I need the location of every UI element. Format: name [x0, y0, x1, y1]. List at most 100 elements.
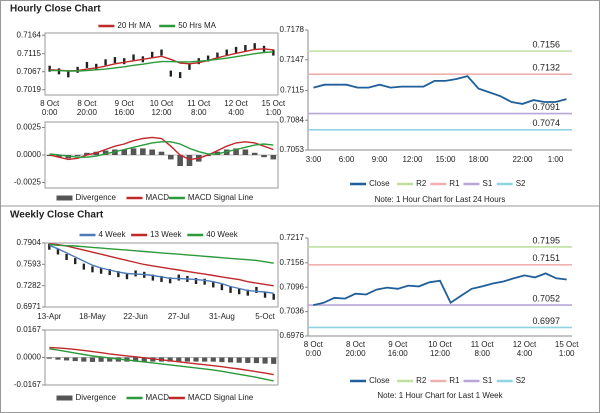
x-tick-label: 15 Oct 1:00: [262, 99, 286, 117]
divergence-bar: [140, 148, 146, 155]
divergence-bar: [55, 357, 61, 360]
legend-label: MACD Signal Line: [188, 193, 254, 202]
price-mark: [253, 43, 256, 50]
series-line: [49, 243, 274, 264]
x-tick-label-line: 9 Oct: [115, 99, 135, 108]
price-mark: [229, 286, 232, 293]
divergence-bar: [270, 155, 277, 160]
price-mark: [272, 49, 275, 56]
legend-label: MACD: [146, 393, 170, 402]
legend-label: 4 Week: [99, 230, 127, 239]
y-tick-label: 0.0000: [17, 150, 42, 159]
price-mark: [48, 243, 51, 250]
series-line: [49, 348, 274, 382]
divergence-bar: [141, 357, 147, 362]
x-tick-label-line: 0:00: [42, 108, 58, 117]
price-mark: [177, 274, 180, 281]
legend-swatch: [56, 395, 73, 401]
x-tick-label: 15:00: [435, 155, 456, 164]
price-mark: [48, 65, 51, 72]
series-line: [49, 243, 274, 287]
level-label: 0.7052: [532, 293, 560, 303]
x-tick-label-line: 1:00: [266, 108, 282, 117]
x-tick-label: 12 Oct 4:00: [224, 99, 248, 117]
series-line: [49, 141, 274, 158]
level-label: 0.6997: [532, 316, 560, 326]
divergence-bar: [262, 357, 268, 364]
y-tick-label: 0.7096: [280, 282, 305, 291]
y-tick-label: 0.7217: [280, 233, 305, 242]
price-mark: [65, 253, 68, 260]
level-label: 0.7091: [532, 102, 560, 112]
chart-note: Note: 1 Hour Chart for Last 1 Week: [377, 391, 503, 400]
x-tick-label-line: 12:00: [430, 349, 451, 358]
divergence-bar: [236, 357, 242, 363]
chart-note: Note: 1 Hour Chart for Last 24 Hours: [375, 195, 506, 204]
y-tick-label: 0.7147: [280, 55, 305, 64]
price-mark: [85, 61, 89, 68]
legend-label: R2: [416, 376, 427, 385]
price-mark: [263, 291, 267, 298]
price-mark: [178, 72, 182, 79]
divergence-bar: [84, 152, 90, 155]
x-tick-label-line: 8 Oct: [346, 340, 366, 349]
divergence-bar: [72, 357, 78, 362]
legend-label: R2: [416, 179, 427, 188]
level-label: 0.7132: [532, 63, 560, 73]
x-tick-label-line: 16:00: [114, 108, 135, 117]
x-tick-label: 18:00: [468, 155, 489, 164]
price-mark: [212, 281, 215, 288]
price-mark: [160, 275, 163, 282]
divergence-bar: [271, 357, 277, 364]
price-mark: [272, 293, 275, 300]
divergence-bar: [261, 155, 267, 158]
x-tick-label: 10 Oct 12:00: [150, 99, 174, 117]
divergence-bar: [150, 357, 156, 362]
price-mark: [237, 288, 241, 295]
level-label: 0.7074: [532, 118, 560, 128]
divergence-bar: [168, 155, 174, 160]
y-tick-label: 0.0025: [17, 123, 42, 132]
x-tick-label-line: 8 Oct: [77, 99, 97, 108]
legend-label: Divergence: [76, 393, 117, 402]
x-tick-label: 13-Apr: [37, 312, 61, 321]
legend-label: MACD: [146, 193, 170, 202]
price-mark: [104, 59, 107, 66]
x-tick-label-line: 20:00: [346, 349, 367, 358]
price-mark: [188, 63, 191, 70]
x-tick-label: 3:00: [306, 155, 322, 164]
price-mark: [74, 258, 77, 265]
x-tick-label-line: 12:00: [151, 108, 172, 117]
legend-label: 50 Hrs MA: [178, 21, 216, 30]
x-tick-label-line: 15 Oct: [262, 99, 286, 108]
y-tick-label: 0.7904: [17, 238, 42, 247]
x-tick-label-line: 8:00: [474, 349, 490, 358]
price-mark: [194, 278, 198, 285]
y-tick-label: 0.7178: [280, 25, 305, 34]
price-mark: [57, 68, 61, 75]
divergence-bar: [63, 357, 70, 361]
series-line: [49, 51, 274, 72]
plot-frame: [44, 242, 279, 308]
x-tick-label-line: 9 Oct: [388, 340, 408, 349]
x-tick-label-line: 12 Oct: [224, 99, 248, 108]
divergence-bar: [158, 151, 165, 155]
divergence-bar: [89, 357, 96, 362]
x-tick-label: 10 Oct 12:00: [428, 340, 452, 358]
price-mark: [203, 278, 206, 285]
legend-label: Close: [369, 179, 390, 188]
y-tick-label: 0.7084: [280, 115, 305, 124]
y-tick-label: 0.7164: [17, 30, 42, 39]
x-tick-label-line: 8 Oct: [304, 340, 324, 349]
divergence-bar: [98, 357, 104, 362]
price-mark: [234, 46, 238, 53]
x-tick-label: 22:00: [512, 155, 533, 164]
level-label: 0.7195: [532, 235, 560, 245]
price-mark: [169, 70, 173, 77]
legend-label: S2: [516, 376, 526, 385]
divergence-bar: [176, 357, 182, 362]
price-mark: [91, 266, 94, 273]
x-tick-label-line: 15 Oct: [555, 340, 579, 349]
x-tick-label-line: 4:00: [228, 108, 244, 117]
